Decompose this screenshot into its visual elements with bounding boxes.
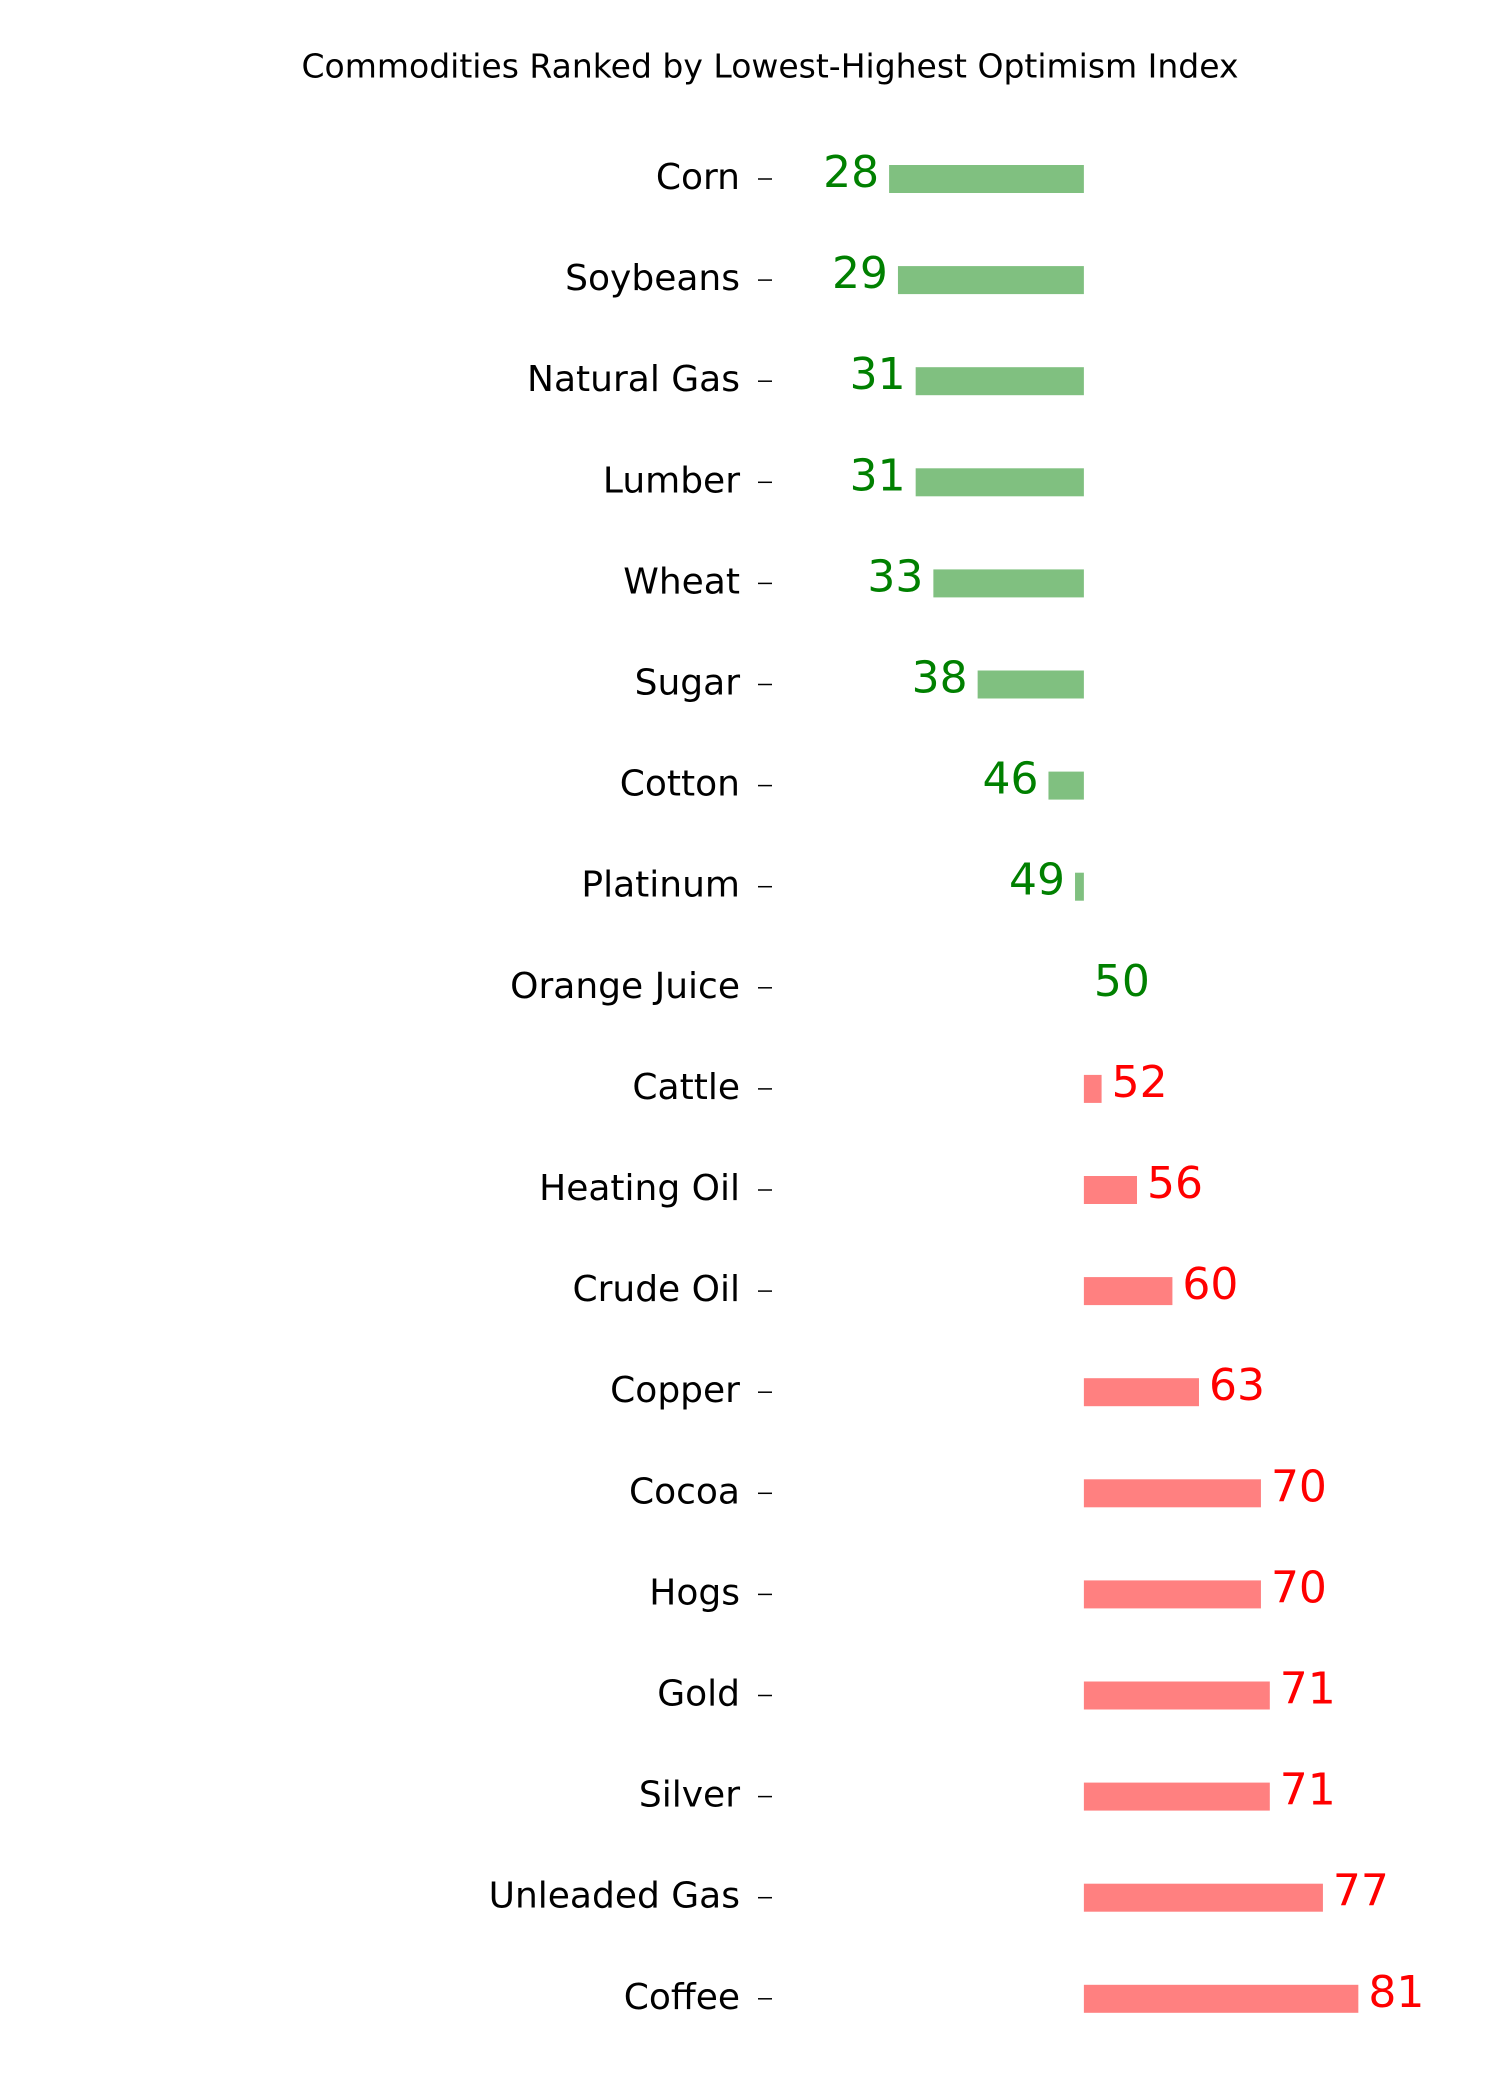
y-tick-label: Cocoa	[629, 1471, 740, 1512]
y-tick-label: Cotton	[620, 764, 740, 805]
y-tick-label: Soybeans	[565, 258, 740, 299]
value-label: 38	[912, 653, 968, 704]
y-tick-label: Silver	[639, 1775, 740, 1816]
bar	[1083, 1277, 1173, 1306]
bar	[977, 670, 1084, 699]
value-label: 29	[832, 248, 888, 299]
y-tick-label: Orange Juice	[510, 966, 740, 1007]
value-label: 56	[1147, 1158, 1203, 1209]
chart-title: Commodities Ranked by Lowest-Highest Opt…	[301, 47, 1238, 86]
value-label: 63	[1209, 1360, 1265, 1411]
bar	[1075, 872, 1084, 901]
y-tick-label: Coffee	[624, 1977, 740, 2018]
y-tick-label: Natural Gas	[527, 359, 740, 400]
bar	[1048, 771, 1084, 800]
y-tick-label: Lumber	[603, 460, 740, 501]
bar	[915, 468, 1084, 497]
bar	[897, 266, 1084, 295]
y-tick-label: Platinum	[581, 865, 740, 906]
y-tick-label: Wheat	[623, 561, 740, 602]
y-tick-label: Copper	[610, 1370, 740, 1411]
y-tick-label: Heating Oil	[539, 1168, 740, 1209]
value-label: 28	[823, 147, 879, 198]
bar	[1083, 1580, 1261, 1609]
bar	[1083, 1176, 1137, 1204]
bar	[915, 367, 1084, 396]
value-label: 31	[850, 349, 906, 400]
value-label: 31	[850, 450, 906, 501]
bar	[1083, 1378, 1199, 1407]
value-label: 77	[1333, 1866, 1389, 1917]
y-tick-label: Crude Oil	[572, 1269, 740, 1310]
value-label: 71	[1280, 1765, 1336, 1816]
value-label: 70	[1271, 1562, 1327, 1613]
value-label: 50	[1094, 956, 1150, 1007]
bar	[1083, 1782, 1270, 1811]
value-label: 46	[982, 754, 1038, 805]
value-label: 70	[1271, 1461, 1327, 1512]
y-tick-label: Cattle	[632, 1067, 740, 1108]
bar	[1083, 1883, 1323, 1912]
y-tick-label: Sugar	[635, 663, 741, 704]
bar	[1083, 1074, 1102, 1103]
value-label: 33	[867, 551, 923, 602]
y-tick-label: Corn	[656, 157, 740, 198]
value-label: 52	[1112, 1057, 1168, 1108]
y-tick-label: Gold	[657, 1674, 740, 1715]
bar	[933, 569, 1084, 598]
value-label: 49	[1009, 855, 1065, 906]
y-tick-label: Unleaded Gas	[489, 1876, 740, 1917]
value-label: 60	[1182, 1259, 1238, 1310]
bar	[1083, 1681, 1270, 1710]
bar	[1083, 1479, 1261, 1508]
value-label: 81	[1368, 1967, 1424, 2018]
value-label: 71	[1280, 1664, 1336, 1715]
y-tick-label: Hogs	[649, 1572, 740, 1613]
bar	[889, 165, 1084, 193]
bar	[1083, 1984, 1359, 2013]
